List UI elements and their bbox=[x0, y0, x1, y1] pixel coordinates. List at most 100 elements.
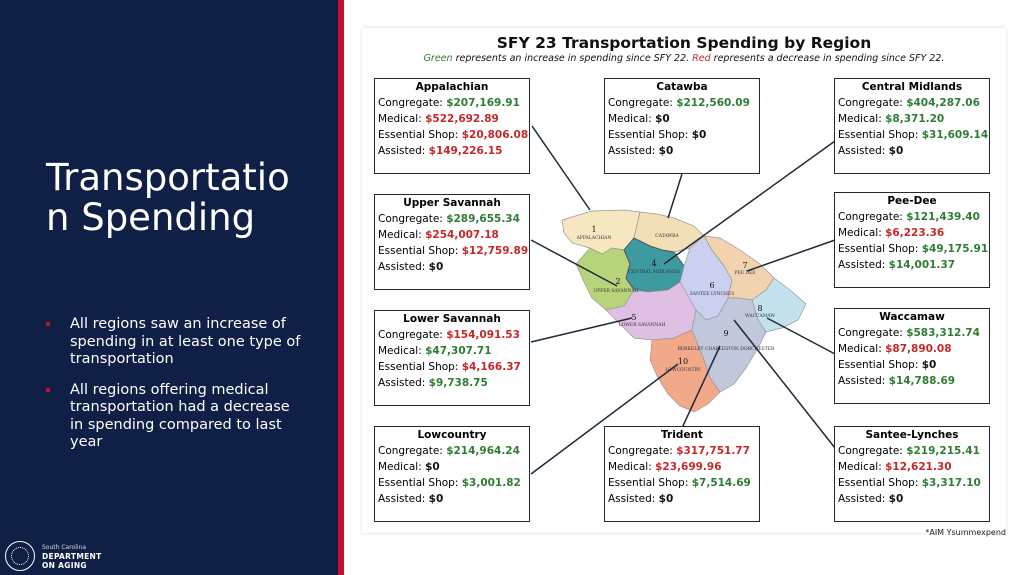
figure-subtitle: Green represents an increase in spending… bbox=[423, 53, 945, 64]
row-label: Assisted: bbox=[838, 259, 886, 271]
row-value: $149,226.15 bbox=[428, 145, 503, 157]
row-label: Medical: bbox=[378, 113, 422, 125]
row-value: $254,007.18 bbox=[425, 229, 499, 241]
region-name: Lower Savannah bbox=[403, 313, 501, 325]
region-row-medical: Medical: $0 bbox=[375, 459, 529, 475]
map-label-lowcountry: 10 bbox=[678, 357, 688, 366]
bullet-list: All regions saw an increase of spending … bbox=[44, 316, 306, 465]
region-row-medical: Medical: $0 bbox=[605, 111, 759, 127]
region-box-lower-savannah: Lower Savannah Congregate: $154,091.53 Med… bbox=[374, 310, 530, 406]
region-row-essential: Essential Shop: $49,175.91 bbox=[835, 241, 989, 257]
row-value: $87,890.08 bbox=[885, 343, 952, 355]
row-value: $583,312.74 bbox=[906, 327, 980, 339]
region-row-medical: Medical: $12,621.30 bbox=[835, 459, 989, 475]
map-label-trident: 9 bbox=[723, 329, 728, 338]
row-value: $31,609.14 bbox=[921, 129, 989, 141]
row-value: $0 bbox=[691, 129, 707, 141]
region-row-assisted: Assisted: $9,738.75 bbox=[375, 375, 529, 391]
region-row-congregate: Congregate: $317,751.77 bbox=[605, 443, 759, 459]
row-label: Medical: bbox=[838, 461, 882, 473]
region-row-medical: Medical: $23,699.96 bbox=[605, 459, 759, 475]
region-row-congregate: Congregate: $214,964.24 bbox=[375, 443, 529, 459]
region-row-essential: Essential Shop: $31,609.14 bbox=[835, 127, 989, 143]
row-value: $219,215.41 bbox=[906, 445, 980, 457]
row-label: Medical: bbox=[378, 461, 422, 473]
region-box-lowcountry: Lowcountry Congregate: $214,964.24 Medical… bbox=[374, 426, 530, 522]
region-row-essential: Essential Shop: $4,166.37 bbox=[375, 359, 529, 375]
row-label: Assisted: bbox=[378, 261, 426, 273]
logo-line-3: ON AGING bbox=[42, 560, 87, 570]
row-label: Assisted: bbox=[378, 377, 426, 389]
region-row-assisted: Assisted: $14,001.37 bbox=[835, 257, 989, 273]
row-label: Medical: bbox=[608, 461, 652, 473]
row-value: $7,514.69 bbox=[691, 477, 751, 489]
regional-spending-figure: 1 APPALACHIAN CATAWBA 2 UPPER SAVANNAH 4… bbox=[362, 28, 1006, 537]
row-value: $317,751.77 bbox=[676, 445, 750, 457]
region-row-essential: Essential Shop: $0 bbox=[835, 357, 989, 373]
region-row-assisted: Assisted: $0 bbox=[375, 259, 529, 275]
region-row-essential: Essential Shop: $12,759.89 bbox=[375, 243, 529, 259]
svg-text:LOWCOUNTRY: LOWCOUNTRY bbox=[665, 367, 701, 373]
row-value: $0 bbox=[425, 461, 440, 473]
region-row-medical: Medical: $87,890.08 bbox=[835, 341, 989, 357]
svg-text:WACCAMAW: WACCAMAW bbox=[745, 313, 775, 319]
map-label-appalachian: 1 bbox=[591, 225, 596, 234]
svg-text:CENTRAL MIDLANDS: CENTRAL MIDLANDS bbox=[628, 269, 680, 275]
map-label-santee-lynches: 6 bbox=[709, 281, 714, 290]
slide-title: Transportation Spending bbox=[46, 156, 290, 239]
region-row-assisted: Assisted: $149,226.15 bbox=[375, 143, 529, 159]
region-name: Central Midlands bbox=[861, 81, 963, 93]
svg-text:UPPER SAVANNAH: UPPER SAVANNAH bbox=[593, 288, 638, 294]
row-label: Medical: bbox=[378, 229, 422, 241]
region-box-santee-lynches: Santee-Lynches Congregate: $219,215.41 Med… bbox=[834, 426, 990, 522]
region-row-medical: Medical: $254,007.18 bbox=[375, 227, 529, 243]
row-value: $0 bbox=[888, 493, 904, 505]
row-label: Essential Shop: bbox=[608, 129, 689, 141]
row-label: Essential Shop: bbox=[838, 243, 919, 255]
row-label: Assisted: bbox=[608, 145, 656, 157]
region-row-assisted: Assisted: $0 bbox=[605, 143, 759, 159]
region-row-medical: Medical: $6,223.36 bbox=[835, 225, 989, 241]
region-row-essential: Essential Shop: $20,806.08 bbox=[375, 127, 529, 143]
svg-text:PEE DEE: PEE DEE bbox=[734, 270, 755, 276]
logo-line-1: South Carolina bbox=[42, 543, 87, 551]
region-box-central-midlands: Central Midlands Congregate: $404,287.06 M… bbox=[834, 78, 990, 174]
row-value: $522,692.89 bbox=[425, 113, 499, 125]
region-row-assisted: Assisted: $14,788.69 bbox=[835, 373, 989, 389]
map-label-pee-dee: 7 bbox=[742, 261, 747, 270]
row-value: $12,621.30 bbox=[885, 461, 952, 473]
region-box-waccamaw: Waccamaw Congregate: $583,312.74 Medical: … bbox=[834, 308, 990, 404]
region-row-assisted: Assisted: $0 bbox=[835, 491, 989, 507]
row-value: $0 bbox=[921, 359, 937, 371]
accent-divider bbox=[338, 0, 344, 575]
region-name: Catawba bbox=[656, 81, 708, 93]
south-carolina-map: 1 APPALACHIAN CATAWBA 2 UPPER SAVANNAH 4… bbox=[530, 125, 836, 475]
region-name: Appalachian bbox=[415, 81, 489, 93]
region-row-medical: Medical: $522,692.89 bbox=[375, 111, 529, 127]
department-logo: South Carolina DEPARTMENT ON AGING bbox=[5, 541, 102, 571]
svg-text:LOWER SAVANNAH: LOWER SAVANNAH bbox=[619, 322, 666, 328]
row-value: $214,964.24 bbox=[446, 445, 520, 457]
region-row-assisted: Assisted: $0 bbox=[605, 491, 759, 507]
row-label: Assisted: bbox=[378, 493, 426, 505]
row-value: $0 bbox=[428, 261, 444, 273]
row-label: Congregate: bbox=[378, 329, 443, 341]
row-value: $289,655.34 bbox=[446, 213, 520, 225]
bullet-item: All regions offering medical transportat… bbox=[44, 382, 306, 452]
region-name: Trident bbox=[661, 429, 703, 441]
row-label: Congregate: bbox=[838, 327, 903, 339]
region-row-congregate: Congregate: $404,287.06 bbox=[835, 95, 989, 111]
region-row-essential: Essential Shop: $3,317.10 bbox=[835, 475, 989, 491]
bullet-item: All regions saw an increase of spending … bbox=[44, 316, 306, 369]
row-label: Congregate: bbox=[378, 445, 443, 457]
row-label: Assisted: bbox=[838, 493, 886, 505]
region-row-medical: Medical: $8,371.20 bbox=[835, 111, 989, 127]
map-label-upper-savannah: 2 bbox=[615, 277, 620, 286]
svg-text:CATAWBA: CATAWBA bbox=[655, 233, 679, 239]
row-value: $0 bbox=[658, 145, 674, 157]
row-label: Congregate: bbox=[838, 97, 903, 109]
row-value: $121,439.40 bbox=[906, 211, 980, 223]
row-value: $3,001.82 bbox=[461, 477, 521, 489]
logo-line-2: DEPARTMENT bbox=[42, 551, 102, 561]
row-value: $23,699.96 bbox=[655, 461, 722, 473]
